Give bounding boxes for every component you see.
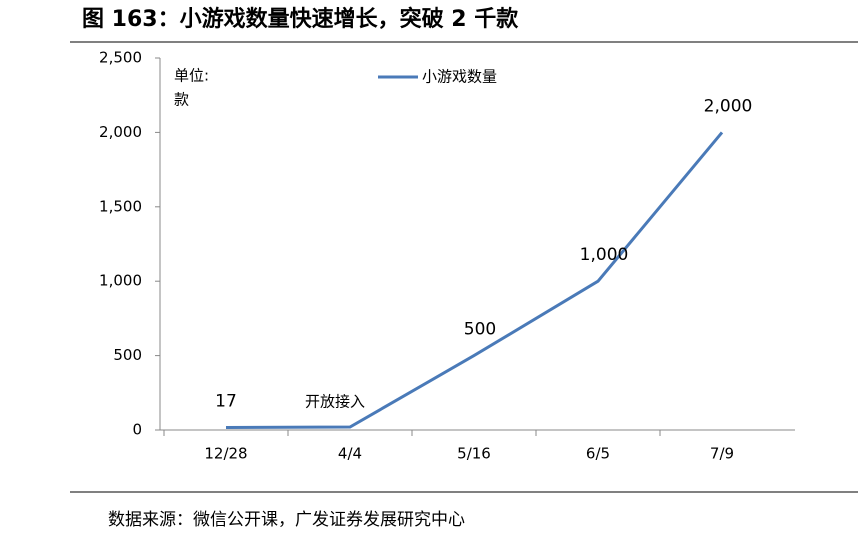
- x-tick-label: 5/16: [457, 445, 491, 463]
- data-line: [225, 131, 724, 429]
- y-tick-label: 2,500: [99, 49, 142, 67]
- unit-label: 单位:: [174, 67, 209, 85]
- legend-label: 小游戏数量: [422, 68, 497, 86]
- y-tick-label: 2,000: [99, 123, 142, 141]
- annotation: 开放接入: [305, 393, 365, 411]
- value-label: 17: [215, 391, 237, 411]
- x-tick-label: 4/4: [338, 445, 362, 463]
- unit-label: 款: [174, 91, 189, 109]
- y-tick-label: 1,500: [99, 197, 142, 215]
- y-tick-label: 0: [132, 421, 142, 439]
- x-tick-label: 6/5: [586, 445, 610, 463]
- value-label: 1,000: [580, 245, 629, 265]
- x-tick-label: 7/9: [710, 445, 734, 463]
- source: 数据来源：微信公开课，广发证券发展研究中心: [108, 510, 465, 530]
- x-tick-label: 12/28: [204, 445, 247, 463]
- y-tick-label: 1,000: [99, 272, 142, 290]
- chart-title: 图 163：小游戏数量快速增长，突破 2 千款: [82, 6, 519, 32]
- value-label: 500: [464, 320, 496, 340]
- value-label: 2,000: [704, 96, 753, 116]
- y-tick-label: 500: [113, 346, 142, 364]
